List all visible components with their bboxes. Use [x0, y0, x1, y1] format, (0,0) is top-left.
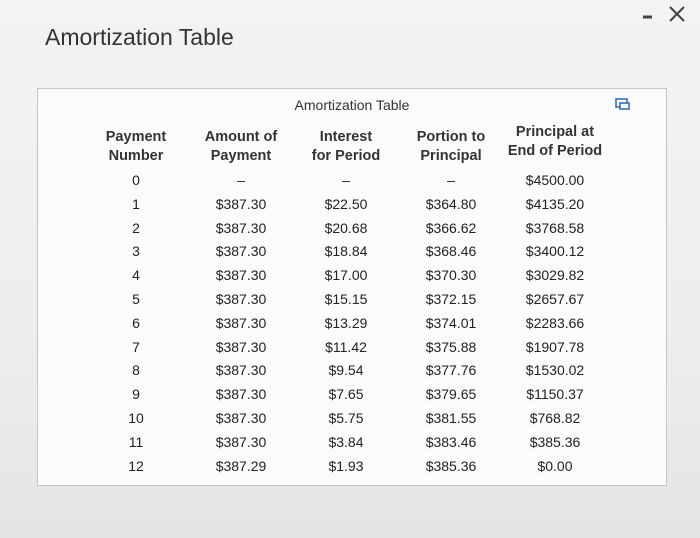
table-cell: $15.15	[324, 291, 368, 307]
table-cell: $3768.58	[525, 219, 585, 236]
column-header: for Period	[311, 148, 381, 164]
table-cell: $370.30	[425, 267, 477, 284]
table-cell: $1.93	[328, 457, 364, 474]
table-cell: $2657.67	[525, 291, 585, 307]
table-cell: $1150.37	[526, 386, 584, 403]
table-cell: $387.30	[215, 219, 267, 236]
table-cell: $18.84	[324, 243, 368, 260]
table-cell: $2283.66	[525, 314, 585, 331]
table-cell: $387.29	[215, 457, 267, 474]
table-cell: 7	[132, 338, 140, 355]
table-caption: Amortization Table	[294, 97, 410, 113]
column-header: Payment	[210, 148, 272, 164]
table-cell: $377.76	[425, 362, 477, 379]
column-header: Interest	[319, 129, 373, 145]
table-cell: 11	[128, 433, 144, 450]
window-controls[interactable]	[640, 2, 690, 28]
table-cell: $368.46	[425, 243, 477, 260]
column-header: End of Period	[507, 143, 603, 159]
table-cell: $1907.78	[525, 338, 585, 355]
table-cell: 12	[128, 457, 144, 474]
table-cell: $3400.12	[525, 243, 585, 260]
table-cell: 2	[132, 219, 140, 236]
table-cell: 10	[128, 410, 144, 426]
copy-icon[interactable]	[615, 97, 631, 111]
table-cell: $374.01	[425, 314, 477, 331]
table-cell: $387.30	[215, 195, 267, 212]
table-cell: $387.30	[215, 243, 267, 260]
table-cell: 3	[132, 243, 140, 260]
column-header: Payment	[105, 129, 167, 145]
table-cell: $4500.00	[525, 172, 585, 188]
table-cell: $1530.02	[525, 362, 585, 379]
table-cell: $9.54	[328, 362, 364, 379]
table-cell: 9	[132, 386, 140, 403]
table-panel: Amortization Table Payment Number Amount o…	[37, 88, 667, 486]
table-cell: $5.75	[328, 410, 364, 426]
column-header: Number	[108, 148, 164, 164]
table-cell: 4	[132, 267, 140, 284]
table-cell: $383.46	[425, 433, 477, 450]
table-cell: $768.82	[529, 410, 581, 426]
table-cell: $381.55	[425, 410, 477, 426]
table-cell: 8	[132, 362, 140, 379]
table-cell: $385.36	[425, 457, 477, 474]
table-cell: $387.30	[215, 386, 267, 403]
table-cell: $387.30	[215, 433, 267, 450]
table-cell: $11.42	[325, 338, 367, 355]
table-cell: $387.30	[215, 410, 267, 426]
column-header: Portion to	[416, 129, 486, 145]
page-title: Amortization Table	[45, 24, 234, 50]
table-cell: $379.65	[425, 386, 477, 403]
table-cell: $387.30	[215, 314, 267, 331]
table-cell: $0.00	[537, 457, 573, 474]
table-cell: $3029.82	[525, 267, 585, 284]
table-cell: $387.30	[215, 362, 267, 379]
column-header: Principal at	[515, 124, 595, 140]
table-cell: $387.30	[215, 267, 267, 284]
table-cell: –	[447, 172, 455, 188]
table-cell: $385.36	[529, 433, 581, 450]
table-cell: 0	[132, 172, 140, 188]
table-cell: $17.00	[324, 267, 368, 284]
table-cell: $3.84	[328, 433, 364, 450]
column-header: Amount of	[204, 129, 278, 145]
table-cell: $7.65	[328, 386, 364, 403]
table-cell: 1	[132, 195, 140, 212]
table-cell: $387.30	[215, 291, 267, 307]
table-cell: –	[237, 172, 245, 188]
table-cell: $4135.20	[525, 195, 585, 212]
table-cell: $366.62	[425, 219, 477, 236]
table-cell: $372.15	[425, 291, 477, 307]
table-cell: $364.80	[425, 195, 477, 212]
table-cell: –	[342, 172, 350, 188]
table-cell: $375.88	[425, 338, 477, 355]
table-cell: 5	[132, 291, 140, 307]
table-cell: $13.29	[324, 314, 368, 331]
column-header: Principal	[420, 148, 482, 164]
table-cell: $20.68	[324, 219, 368, 236]
table-cell: 6	[132, 314, 140, 331]
table-cell: $387.30	[215, 338, 267, 355]
table-cell: $22.50	[324, 195, 368, 212]
